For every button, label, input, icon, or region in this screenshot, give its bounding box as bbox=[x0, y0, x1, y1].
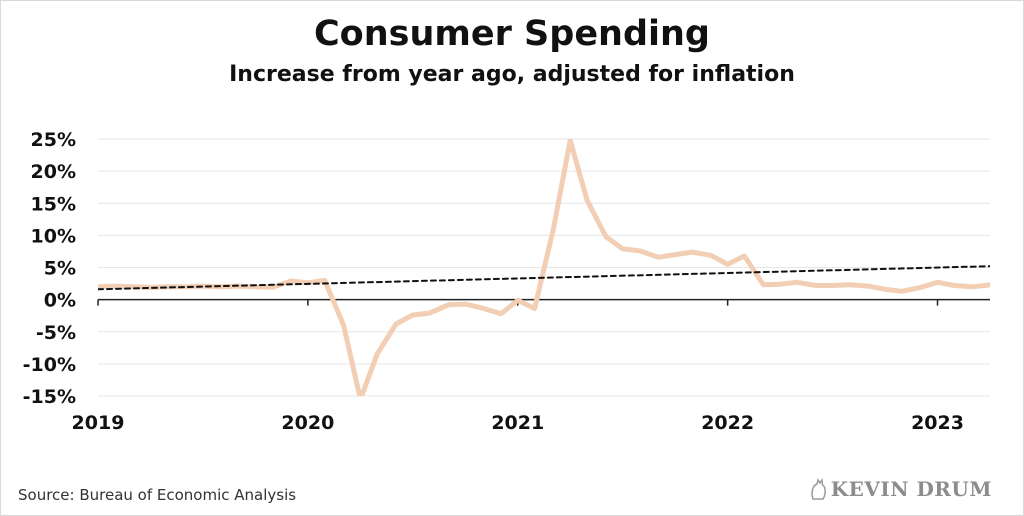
y-tick-label: 10% bbox=[31, 225, 76, 247]
x-tick-label: 2019 bbox=[72, 412, 125, 434]
y-tick-label: -15% bbox=[23, 386, 76, 408]
logo-text: KEVIN DRUM bbox=[830, 477, 992, 501]
x-tick-label: 2022 bbox=[701, 412, 754, 434]
x-tick-label: 2020 bbox=[281, 412, 334, 434]
x-tick-label: 2021 bbox=[491, 412, 544, 434]
y-tick-label: 5% bbox=[44, 258, 76, 280]
y-tick-label: 0% bbox=[44, 290, 76, 312]
cat-icon bbox=[811, 477, 826, 500]
chart-title: Consumer Spending bbox=[314, 14, 710, 54]
y-tick-label: -10% bbox=[23, 354, 76, 376]
spending-series-line bbox=[98, 139, 990, 396]
y-tick-label: 25% bbox=[31, 129, 76, 151]
y-tick-label: -5% bbox=[36, 322, 76, 344]
x-tick-label: 2023 bbox=[911, 412, 964, 434]
y-tick-label: 20% bbox=[31, 161, 76, 183]
brand-logo: KEVIN DRUM bbox=[809, 477, 992, 501]
source-note: Source: Bureau of Economic Analysis bbox=[18, 486, 297, 504]
chart-subtitle: Increase from year ago, adjusted for inf… bbox=[229, 62, 795, 87]
trend-line bbox=[98, 265, 990, 291]
y-tick-label: 15% bbox=[31, 193, 76, 215]
